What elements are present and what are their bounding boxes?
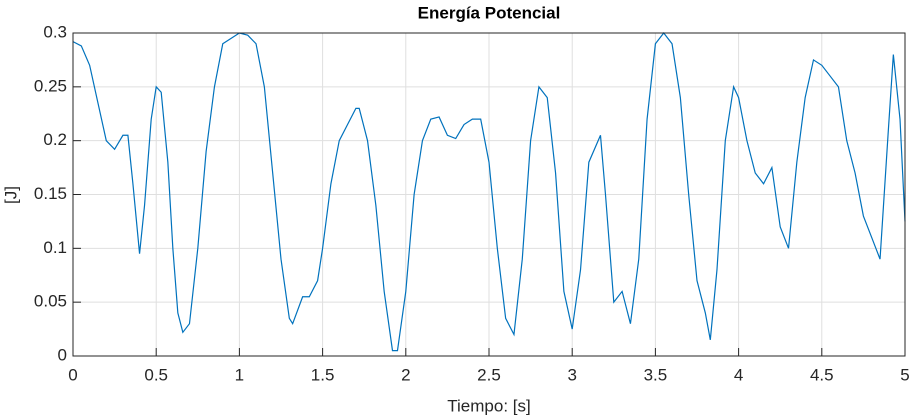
x-tick-label: 1	[235, 365, 244, 384]
x-tick-label: 4	[734, 365, 743, 384]
x-axis-label: Tiempo: [s]	[447, 396, 530, 415]
y-tick-label: 0.25	[34, 76, 67, 95]
x-tick-label: 4.5	[810, 365, 834, 384]
axes-box	[72, 32, 906, 357]
x-tick-label: 1.5	[311, 365, 335, 384]
y-tick-label: 0.1	[43, 238, 67, 257]
x-tick-label: 2	[401, 365, 410, 384]
x-tick-label: 3.5	[644, 365, 668, 384]
y-tick-label: 0.3	[43, 22, 67, 41]
x-tick-label: 0	[68, 365, 77, 384]
x-tick-label: 2.5	[477, 365, 501, 384]
chart-title: Energía Potencial	[418, 3, 561, 22]
y-tick-label: 0	[58, 345, 67, 364]
x-tick-label: 5	[900, 365, 909, 384]
y-axis-label: [J]	[1, 186, 20, 204]
x-tick-label: 3	[567, 365, 576, 384]
x-tick-label: 0.5	[144, 365, 168, 384]
y-tick-label: 0.15	[34, 184, 67, 203]
data-line	[72, 32, 906, 352]
y-tick-label: 0.2	[43, 130, 67, 149]
y-tick-label: 0.05	[34, 292, 67, 311]
